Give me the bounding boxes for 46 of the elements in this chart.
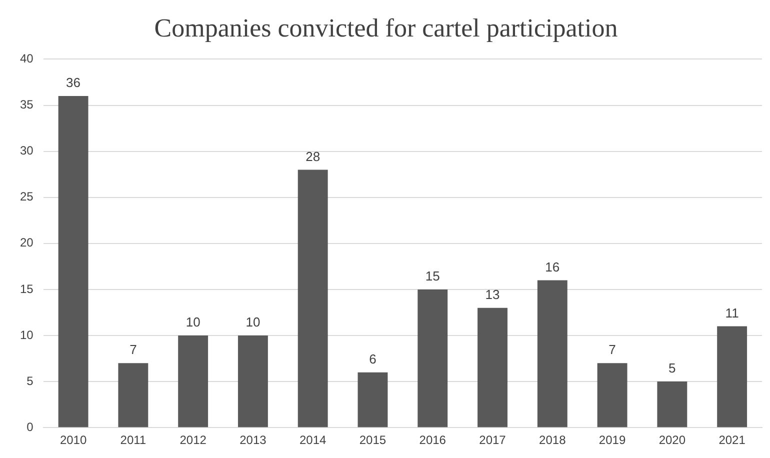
- bar: [358, 372, 388, 428]
- bar: [178, 336, 208, 428]
- data-label: 10: [186, 314, 200, 330]
- x-tick-label: 2021: [718, 433, 746, 448]
- x-tick-label: 2010: [60, 433, 87, 448]
- data-label: 13: [485, 286, 500, 302]
- data-label: 10: [246, 314, 260, 330]
- x-tick-label: 2019: [598, 433, 626, 448]
- bar: [597, 363, 628, 428]
- x-tick-label: 2015: [359, 433, 386, 448]
- bar: [478, 308, 508, 428]
- chart-title: Companies convicted for cartel participation: [154, 13, 618, 42]
- bar: [118, 363, 148, 428]
- bar: [238, 336, 268, 428]
- data-label: 36: [66, 75, 81, 90]
- bar: [537, 280, 568, 428]
- x-tick-label: 2011: [120, 433, 146, 448]
- x-tick-label: 2017: [479, 433, 506, 448]
- bar: [418, 289, 448, 428]
- y-tick-label: 35: [20, 98, 34, 112]
- bar: [58, 96, 88, 428]
- x-tick-label: 2012: [180, 433, 207, 448]
- data-label: 16: [545, 259, 560, 274]
- y-tick-label: 0: [26, 420, 34, 434]
- y-tick-label: 25: [20, 190, 34, 204]
- data-label: 15: [425, 268, 440, 284]
- y-tick-label: 5: [26, 374, 34, 388]
- data-label: 7: [130, 342, 137, 358]
- data-label: 6: [369, 351, 376, 366]
- data-label: 5: [668, 360, 676, 376]
- y-tick-label: 15: [20, 282, 34, 296]
- x-tick-label: 2016: [419, 433, 446, 448]
- y-tick-label: 30: [20, 144, 34, 158]
- data-label: 11: [725, 305, 739, 320]
- y-tick-label: 40: [20, 52, 34, 66]
- bar: [717, 326, 748, 428]
- bar: [657, 382, 688, 428]
- x-tick-label: 2013: [240, 433, 267, 448]
- data-label: 7: [608, 342, 616, 358]
- x-tick-label: 2020: [658, 433, 686, 448]
- x-tick-label: 2014: [299, 433, 327, 448]
- y-tick-label: 10: [20, 328, 34, 342]
- bar: [298, 170, 328, 428]
- x-tick-label: 2018: [539, 433, 566, 448]
- y-tick-label: 20: [20, 236, 34, 250]
- data-label: 28: [306, 148, 320, 164]
